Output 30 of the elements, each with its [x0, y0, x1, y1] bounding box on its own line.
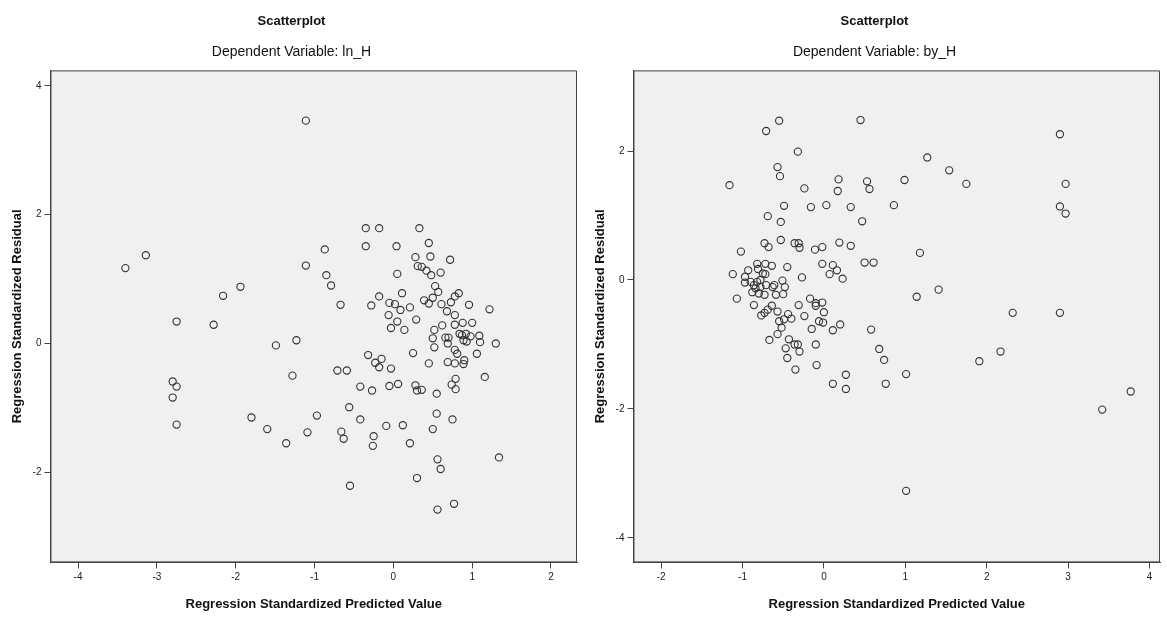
x-axis-title: Regression Standardized Predicted Value [768, 595, 1025, 611]
x-tick-label: 0 [390, 571, 397, 583]
y-tick-label: 2 [35, 208, 42, 220]
x-tick-label: -2 [656, 571, 667, 583]
y-tick-label: 2 [618, 144, 625, 156]
x-tick-label: 3 [1065, 571, 1072, 583]
x-tick-label: 1 [469, 571, 476, 583]
x-tick-label: -4 [73, 571, 83, 583]
x-tick-label: 4 [1146, 571, 1153, 583]
x-tick-label: -3 [152, 571, 162, 583]
y-tick-label: -4 [615, 531, 625, 543]
x-tick-label: 2 [983, 571, 990, 583]
y-tick-label: 0 [618, 273, 625, 285]
x-tick-label: 1 [902, 571, 909, 583]
chart-subtitle: Dependent Variable: by_H [792, 42, 957, 59]
x-tick-label: -2 [231, 571, 241, 583]
x-tick-label: -1 [310, 571, 320, 583]
chart-subtitle: Dependent Variable: ln_H [211, 42, 372, 59]
x-tick-label: 0 [821, 571, 828, 583]
x-tick-label: -1 [738, 571, 748, 583]
y-tick-label: 0 [35, 337, 42, 349]
y-axis-title: Regression Standardized Residual [592, 209, 608, 424]
chart-title: Scatterplot [840, 13, 910, 29]
y-axis-title: Regression Standardized Residual [9, 209, 25, 424]
chart-title: Scatterplot [257, 13, 327, 29]
y-tick-label: -2 [32, 465, 42, 477]
y-tick-label: -2 [615, 402, 625, 414]
x-axis-title: Regression Standardized Predicted Value [185, 595, 442, 611]
y-tick-label: 4 [35, 79, 42, 91]
x-tick-label: 2 [548, 571, 555, 583]
